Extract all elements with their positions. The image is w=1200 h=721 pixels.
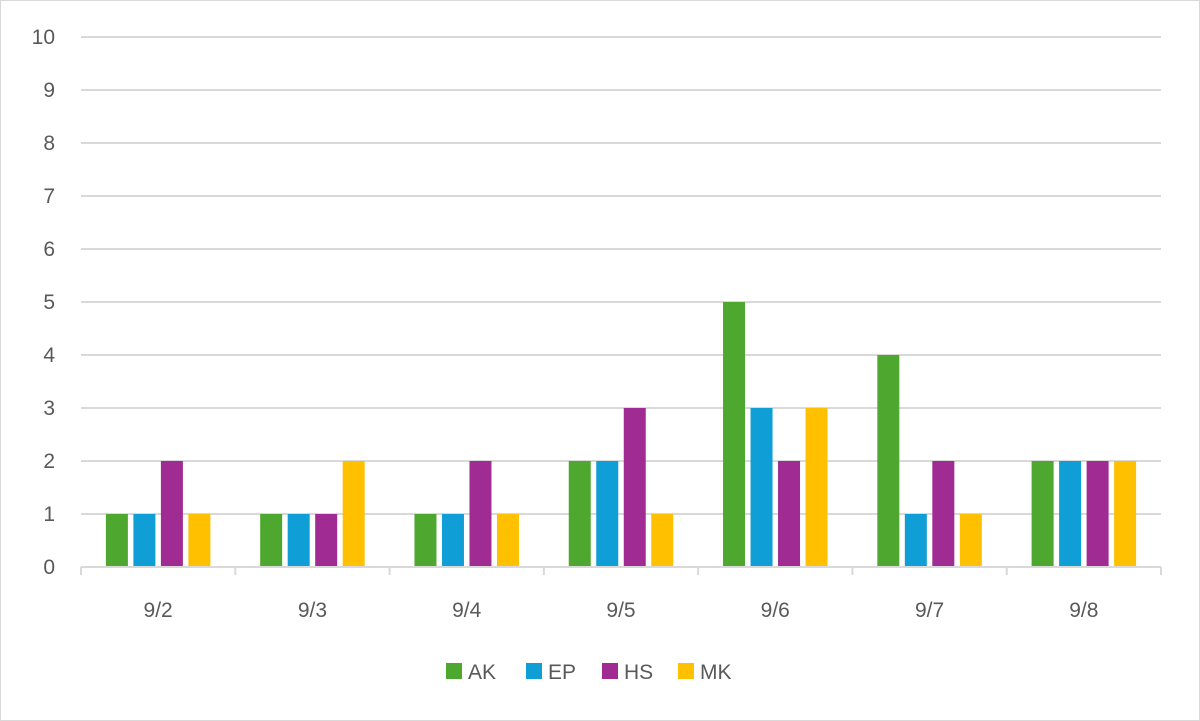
bars — [105, 302, 1137, 567]
x-tick-label: 9/5 — [606, 599, 635, 622]
legend-label: HS — [624, 661, 653, 684]
y-tick-label: 6 — [43, 238, 55, 261]
legend-item-ep: EP — [526, 661, 576, 684]
x-tick-label: 9/2 — [144, 599, 173, 622]
bar-ak-9-8 — [1031, 461, 1054, 567]
bar-hs-9-3 — [315, 514, 338, 567]
bar-mk-9-6 — [805, 408, 828, 567]
y-tick-label: 8 — [43, 132, 55, 155]
bar-hs-9-5 — [623, 408, 646, 567]
bar-ep-9-5 — [596, 461, 619, 567]
legend-label: AK — [468, 661, 496, 684]
y-tick-label: 0 — [43, 556, 55, 579]
legend-label: MK — [700, 661, 732, 684]
bar-mk-9-5 — [651, 514, 674, 567]
legend: AK EP HS MK — [446, 661, 732, 684]
y-tick-label: 10 — [32, 26, 55, 49]
y-tick-label: 9 — [43, 79, 55, 102]
x-tick-label: 9/6 — [761, 599, 790, 622]
bar-ep-9-6 — [750, 408, 773, 567]
bar-ep-9-7 — [904, 514, 927, 567]
bar-ak-9-4 — [414, 514, 437, 567]
legend-swatch — [446, 663, 462, 679]
bar-mk-9-7 — [959, 514, 982, 567]
bar-hs-9-7 — [932, 461, 955, 567]
gridlines — [81, 36, 1161, 515]
y-tick-label: 7 — [43, 185, 55, 208]
bar-ak-9-5 — [568, 461, 591, 567]
bar-ak-9-2 — [105, 514, 128, 567]
legend-swatch — [678, 663, 694, 679]
bar-mk-9-2 — [188, 514, 211, 567]
legend-item-ak: AK — [446, 661, 496, 684]
bar-mk-9-3 — [342, 461, 365, 567]
legend-label: EP — [548, 661, 576, 684]
y-tick-label: 3 — [43, 397, 55, 420]
bar-mk-9-8 — [1114, 461, 1137, 567]
legend-item-hs: HS — [602, 661, 653, 684]
legend-item-mk: MK — [678, 661, 732, 684]
bar-ak-9-7 — [877, 355, 900, 567]
bar-hs-9-8 — [1086, 461, 1109, 567]
legend-swatch — [526, 663, 542, 679]
legend-swatch — [602, 663, 618, 679]
bar-ak-9-6 — [723, 302, 746, 567]
y-tick-label: 4 — [43, 344, 55, 367]
bar-ep-9-4 — [441, 514, 464, 567]
bar-ep-9-8 — [1059, 461, 1082, 567]
x-axis-tick-labels: 9/2 9/3 9/4 9/5 9/6 9/7 9/8 — [144, 599, 1099, 622]
x-tick-label: 9/3 — [298, 599, 327, 622]
y-tick-label: 5 — [43, 291, 55, 314]
x-axis — [80, 566, 1162, 575]
x-tick-label: 9/7 — [915, 599, 944, 622]
bar-hs-9-2 — [160, 461, 183, 567]
bar-ak-9-3 — [260, 514, 283, 567]
y-tick-label: 2 — [43, 450, 55, 473]
bar-hs-9-4 — [469, 461, 492, 567]
bar-hs-9-6 — [778, 461, 801, 567]
x-tick-label: 9/4 — [452, 599, 482, 622]
bar-mk-9-4 — [496, 514, 519, 567]
bar-ep-9-3 — [287, 514, 310, 567]
y-axis-tick-labels: 0 1 2 3 4 5 6 7 8 9 10 — [32, 26, 56, 579]
bar-ep-9-2 — [133, 514, 156, 567]
y-tick-label: 1 — [43, 503, 55, 526]
x-tick-label: 9/8 — [1069, 599, 1098, 622]
